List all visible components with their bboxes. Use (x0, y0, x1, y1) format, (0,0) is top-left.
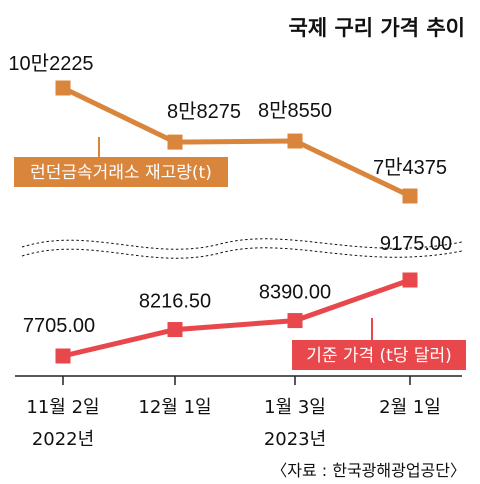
data-point-marker (287, 133, 303, 149)
x-tick-label: 11월 2일 (26, 397, 99, 418)
x-tick-label: 12월 1일 (138, 397, 211, 418)
data-label: 8만8275 (167, 100, 241, 123)
data-point-marker (167, 322, 183, 338)
data-label: 10만2225 (8, 52, 93, 75)
x-year-label: 2023년 (264, 429, 326, 450)
source-note: 〈자료 : 한국광해광업공단〉 (271, 461, 466, 480)
data-label: 8390.00 (259, 282, 331, 304)
chart-marks: 11월 2일 12월 1일 1월 3일 2월 1일 2022년 2023년 10만2225 8… (8, 52, 466, 450)
data-label: 8216.50 (139, 291, 211, 313)
legend-label: 런던금속거래소 재고량(t) (30, 163, 212, 183)
data-label: 7705.00 (23, 315, 95, 337)
data-label: 7만4375 (373, 156, 447, 179)
data-point-marker (402, 188, 418, 204)
data-point-marker (55, 348, 71, 364)
legend-box (292, 340, 466, 370)
chart-title: 국제 구리 가격 추이 (289, 16, 466, 40)
x-tick-label: 1월 3일 (264, 397, 326, 418)
data-point-marker (55, 80, 71, 96)
data-point-marker (287, 313, 303, 329)
series-line (61, 85, 412, 199)
legend-label: 기준 가격 (t당 달러) (306, 346, 452, 366)
legend-box (14, 157, 228, 187)
data-label: 9175.00 (380, 233, 452, 255)
data-point-marker (167, 134, 183, 150)
x-year-label: 2022년 (32, 429, 94, 450)
data-point-marker (402, 272, 418, 288)
data-label: 8만8550 (258, 99, 332, 122)
x-tick-label: 2월 1일 (379, 397, 441, 418)
series-line (62, 277, 411, 359)
